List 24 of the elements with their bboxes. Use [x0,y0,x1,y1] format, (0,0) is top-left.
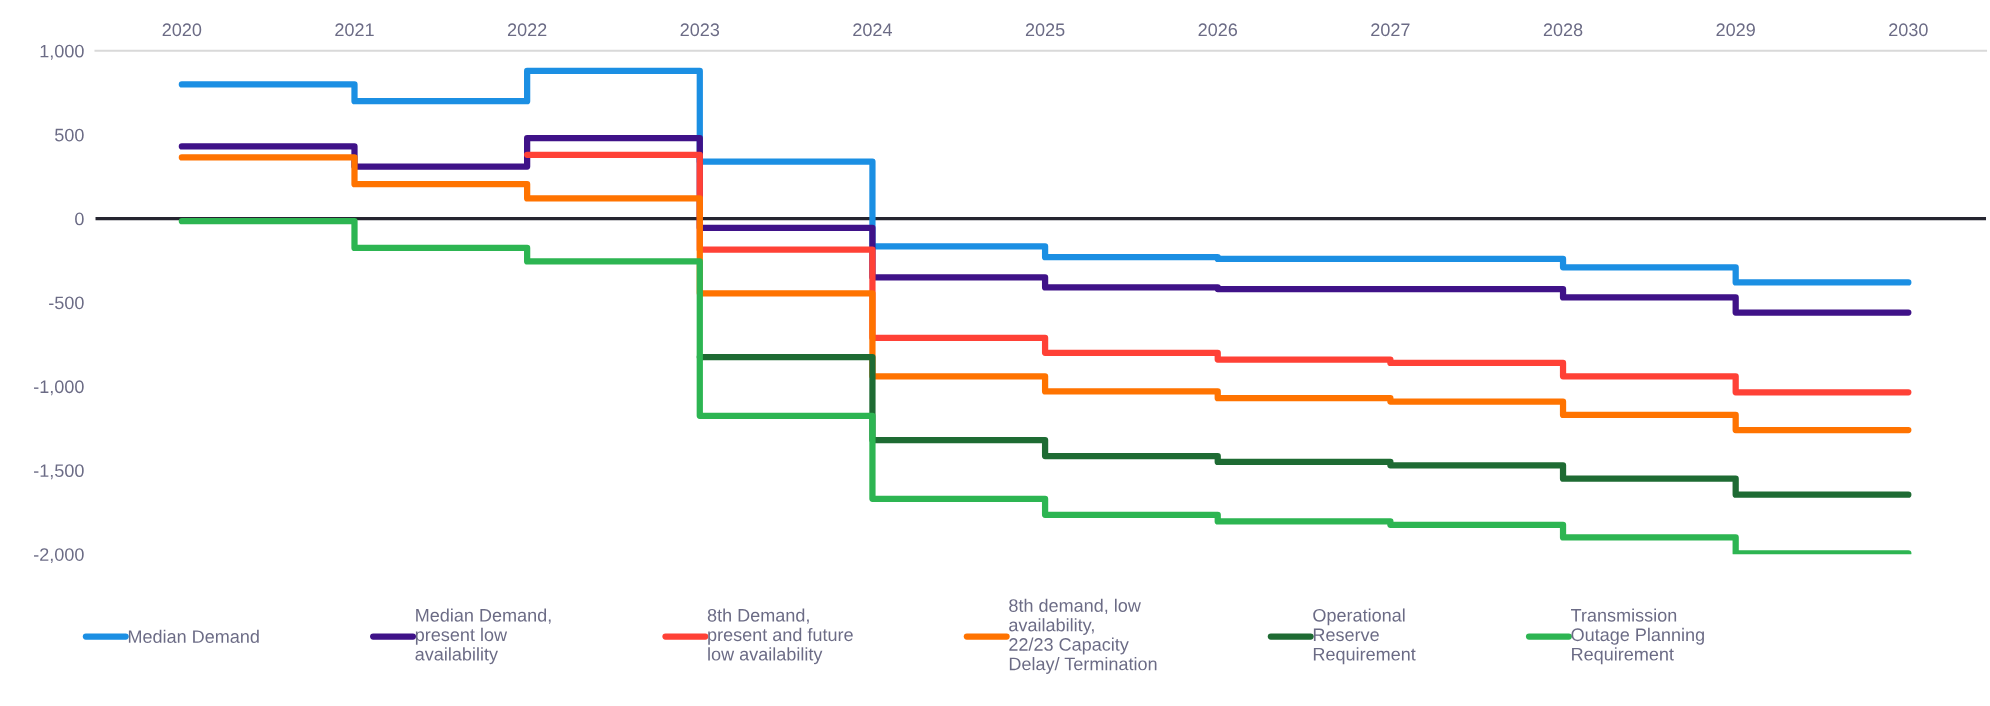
x-tick-label: 2020 [162,23,202,37]
x-tick-label: 2028 [1543,23,1583,37]
y-tick-label: -1,000 [34,380,84,396]
x-tick-label: 2025 [1025,23,1065,37]
x-tick-label: 2023 [680,23,720,37]
y-tick-label: -1,500 [34,464,84,480]
y-tick-label: -2,000 [34,548,84,564]
x-tick-label: 2029 [1716,23,1755,37]
x-tick-label: 2027 [1371,23,1410,37]
legend-label: Median Demand [128,629,259,644]
legend-label: 8th demand, low availability, 22/23 Capacity Delay/ Termination [1009,598,1157,674]
x-tick-label: 2024 [853,23,892,37]
legend-label: Transmission Outage Planning Requirement [1571,608,1704,665]
x-tick-label: 2026 [1198,23,1238,37]
x-tick-label: 2022 [507,23,547,37]
x-tick-label: 2021 [335,23,374,37]
y-tick-label: 0 [75,212,84,226]
y-tick-label: 1,000 [40,44,84,60]
y-tick-label: 500 [55,128,84,142]
legend-label: Median Demand, present low availability [415,608,551,665]
legend-label: 8th Demand, present and future low availability [707,608,853,665]
legend-label: Operational Reserve Requirement [1313,608,1416,665]
x-tick-label: 2030 [1889,23,1928,37]
y-tick-label: -500 [49,296,84,310]
